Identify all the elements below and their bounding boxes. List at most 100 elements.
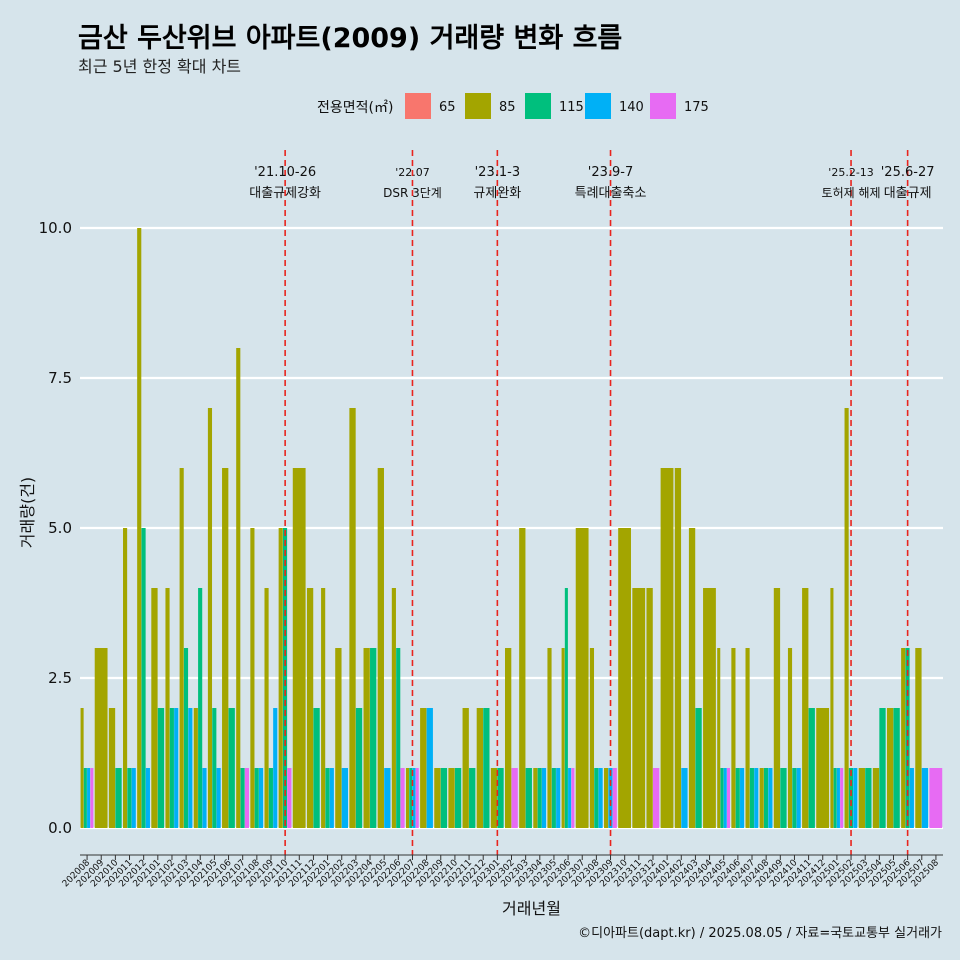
bar-115-202503: [865, 768, 872, 828]
bar-115-202106: [228, 708, 235, 828]
bar-85-202209: [434, 768, 441, 828]
bar-140-202402: [681, 768, 688, 828]
bar-85-202306: [561, 648, 565, 828]
legend-swatch-65: [405, 93, 431, 119]
bar-85-202206: [391, 588, 396, 828]
event-date-label: '22.07: [395, 166, 430, 179]
legend-label-175: 175: [684, 100, 709, 115]
bar-115-202308: [594, 768, 599, 828]
bar-115-202504: [879, 708, 886, 828]
bar-140-202406: [740, 768, 745, 828]
bar-140-202202: [341, 768, 349, 828]
bar-85-202201: [321, 588, 326, 828]
bar-175-202110: [287, 768, 292, 828]
bar-175-202405: [726, 768, 731, 828]
legend-swatch-85: [465, 93, 491, 119]
bar-115-202011: [127, 768, 132, 828]
chart-title: 금산 두산위브 아파트(2009) 거래량 변화 흐름: [78, 23, 623, 54]
bar-115-202101: [157, 708, 165, 828]
bar-140-202507: [921, 768, 929, 828]
bar-85-202312: [646, 588, 653, 828]
bar-175-202312: [652, 768, 660, 828]
bar-140-202407: [754, 768, 759, 828]
bar-115-202206: [396, 648, 401, 828]
bar-85-202204: [363, 648, 370, 828]
legend-label-65: 65: [439, 100, 456, 115]
bar-115-202407: [749, 768, 754, 828]
y-tick-label: 7.5: [48, 369, 72, 387]
bar-85-202408: [759, 768, 764, 828]
event-label: 규제완화: [473, 186, 521, 201]
bar-115-202305: [551, 768, 556, 828]
x-axis: 2020082020092020102020112020122021012021…: [61, 854, 943, 918]
bar-85-202406: [731, 648, 736, 828]
event-date-label: '23.9-7: [588, 165, 633, 180]
bar-115-202211: [469, 768, 476, 828]
bar-115-202207: [409, 768, 413, 828]
bar-115-202203: [355, 708, 363, 828]
bar-140-202306: [568, 768, 572, 828]
bar-140-202102: [174, 708, 179, 828]
bar-85-202409: [773, 588, 781, 828]
bar-115-202012: [141, 528, 146, 828]
bar-140-202308: [598, 768, 603, 828]
bar-85-202307: [575, 528, 589, 828]
bar-85-202208: [420, 708, 427, 828]
bar-85-202401: [660, 468, 674, 828]
bar-85-202107: [236, 348, 241, 828]
bar-115-202209: [440, 768, 448, 828]
bar-140-202309: [608, 768, 613, 828]
bar-175-202008: [90, 768, 94, 828]
bar-140-202012: [145, 768, 150, 828]
bar-140-202408: [768, 768, 773, 828]
bar-140-202205: [384, 768, 391, 828]
bar-140-202011: [131, 768, 136, 828]
event-label: 특례대출축소: [575, 186, 647, 201]
bar-85-202110: [278, 528, 283, 828]
bar-140-202207: [412, 768, 416, 828]
bar-85-202112: [306, 588, 314, 828]
event-annotations: '21.10-26 대출규제강화 '22.07 DSR 3단계 '23.1-3 규제완화 '…: [249, 150, 935, 855]
bar-85-202010: [108, 708, 116, 828]
legend-swatch-140: [585, 93, 611, 119]
bar-85-202109: [264, 588, 269, 828]
bar-85-202309: [604, 768, 609, 828]
bar-140-202103: [188, 708, 193, 828]
bar-85-202101: [151, 588, 158, 828]
legend-title: 전용면적(㎡): [317, 100, 393, 116]
bar-85-202009: [94, 648, 108, 828]
bar-85-202404: [703, 588, 716, 828]
bar-175-202206: [400, 768, 405, 828]
bar-85-202211: [462, 708, 469, 828]
bar-85-202304: [533, 768, 538, 828]
bar-85-202008: [80, 708, 84, 828]
bar-85-202506: [901, 648, 906, 828]
bar-140-202201: [329, 768, 334, 828]
bar-115-202212: [483, 708, 490, 828]
legend: 전용면적(㎡) 65 85 115 140 175: [317, 93, 709, 119]
y-axis: 0.0 2.5 5.0 7.5 10.0 거래량(건): [18, 219, 72, 837]
legend-label-115: 115: [559, 100, 584, 115]
bar-115-202008: [83, 768, 87, 828]
bar-115-202505: [893, 708, 900, 828]
bar-140-202008: [87, 768, 91, 828]
bars: [80, 228, 943, 828]
bar-175-202306: [571, 768, 575, 828]
bar-175-202309: [612, 768, 617, 828]
bar-115-202411: [808, 708, 815, 828]
bar-140-202109: [273, 708, 278, 828]
bar-115-202403: [695, 708, 702, 828]
event-label: 대출규제: [884, 186, 932, 201]
bar-85-202011: [123, 528, 128, 828]
bar-85-202405: [717, 648, 721, 828]
chart-subtitle: 최근 5년 한정 확대 차트: [78, 57, 242, 76]
bar-85-202212: [476, 708, 484, 828]
event-date-label: '25.6-27: [881, 165, 935, 180]
event-date-label: '25.2-13: [828, 166, 873, 179]
event-label: 토허제 해제: [822, 186, 881, 200]
event-date-label: '23.1-3: [475, 165, 520, 180]
bar-85-202412: [816, 708, 830, 828]
bar-115-202010: [115, 768, 122, 828]
bar-115-202405: [720, 768, 724, 828]
bar-115-202103: [183, 648, 189, 828]
